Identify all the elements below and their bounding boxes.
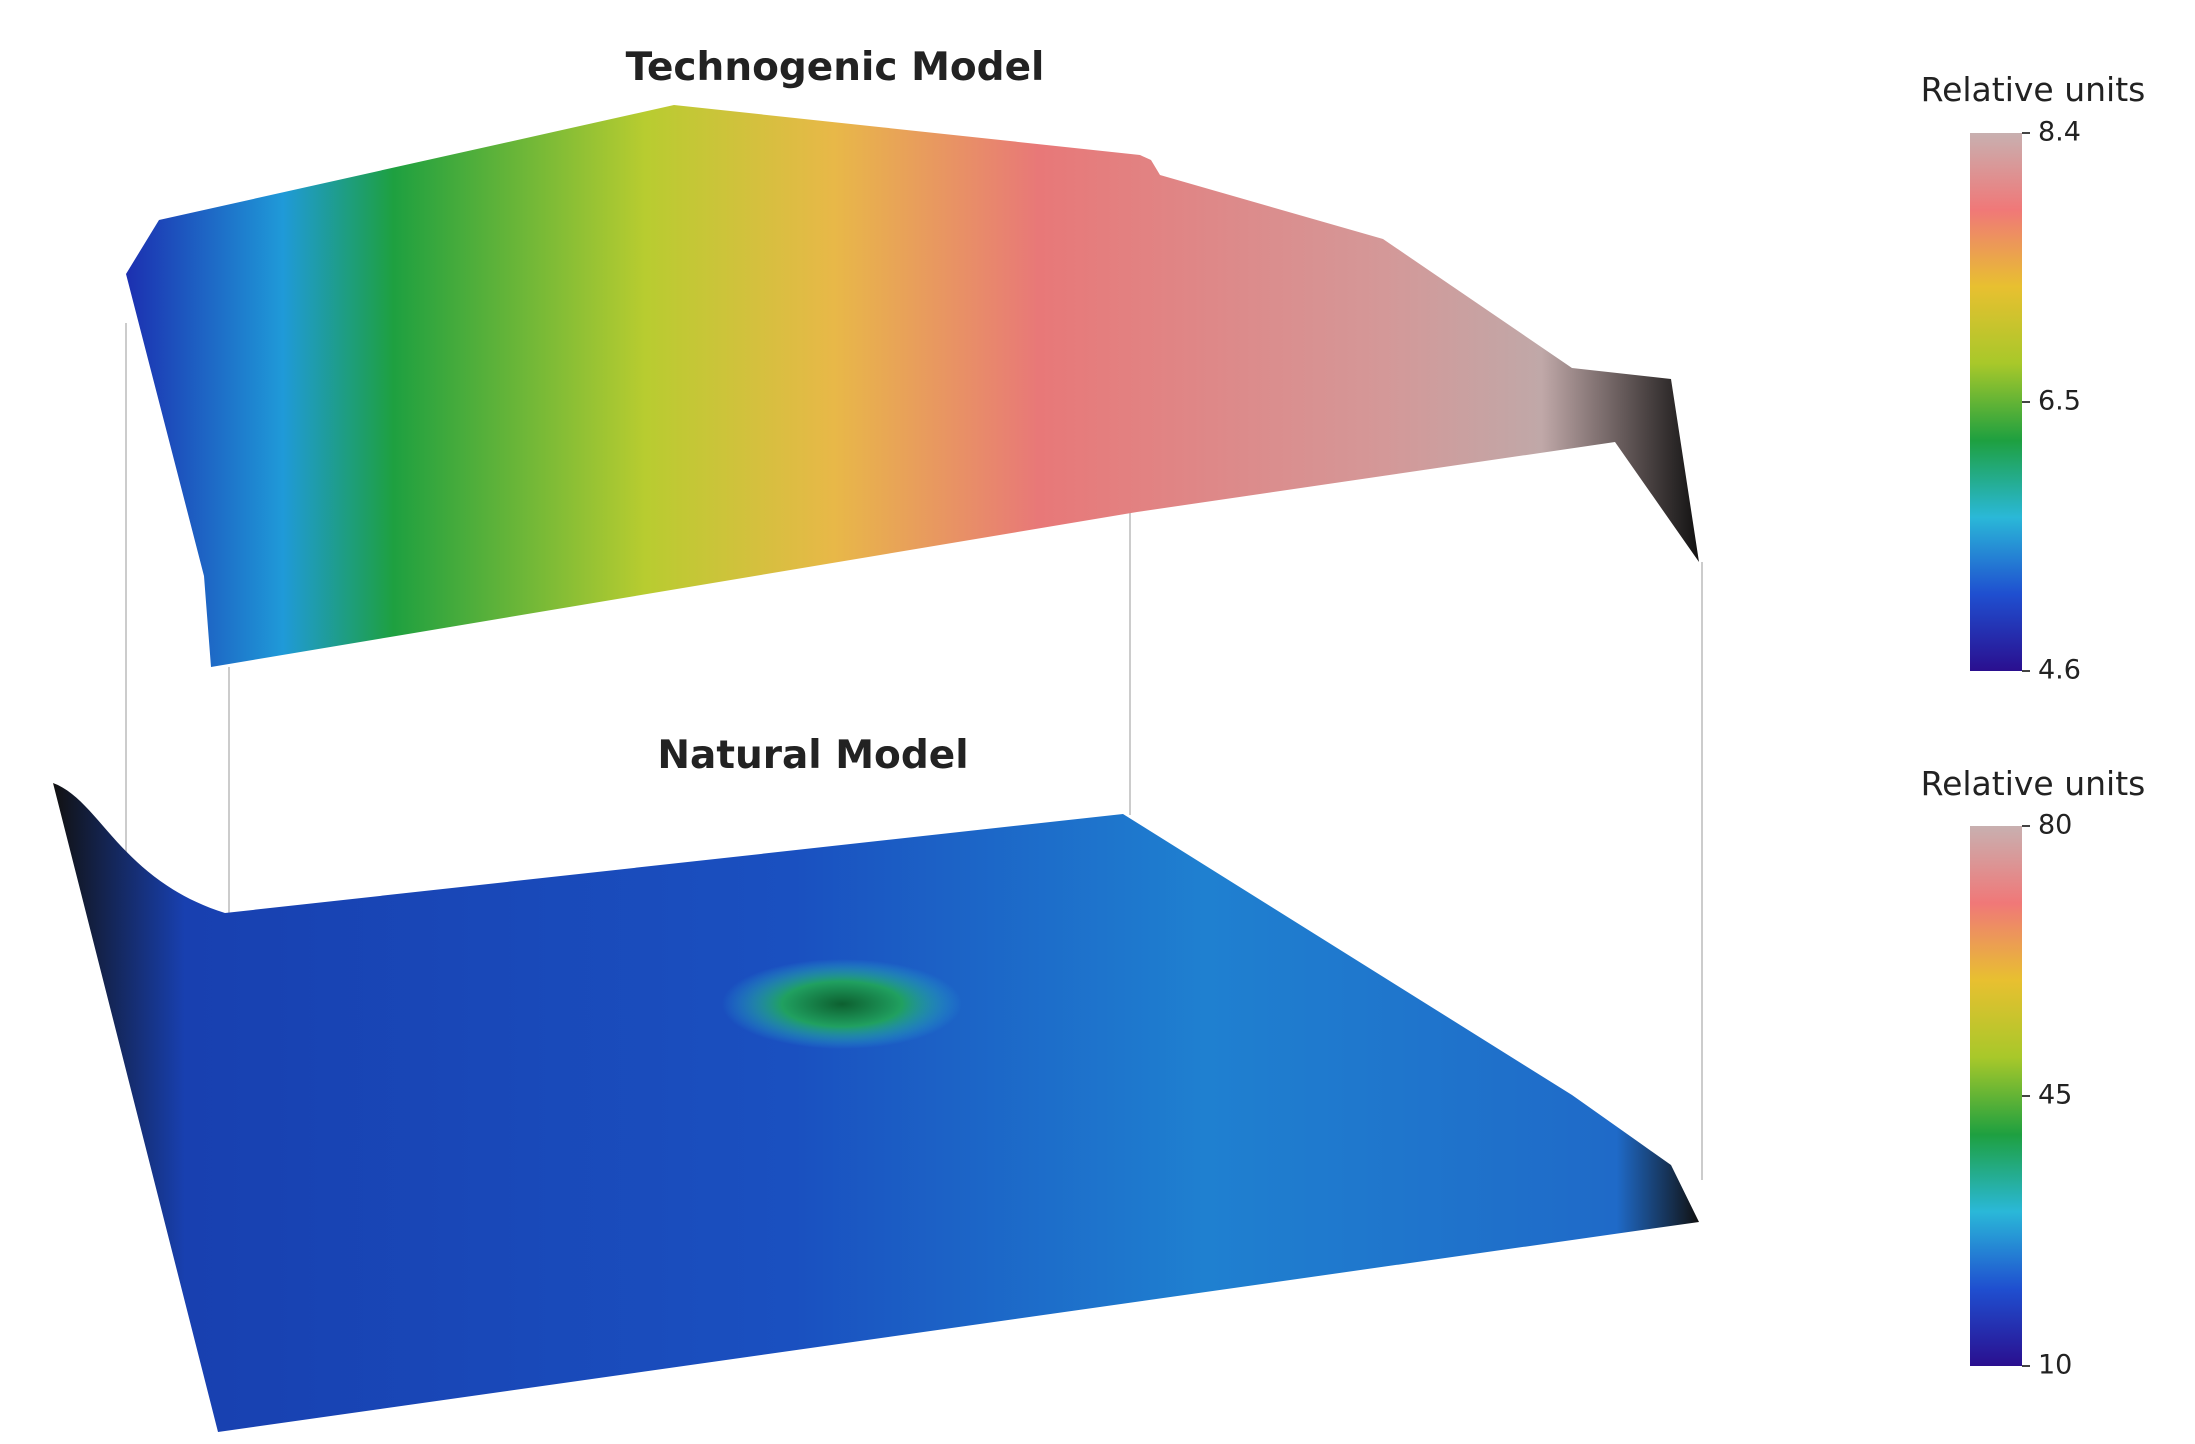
chart-title: Natural Model [657, 733, 968, 778]
tick-label: 6.5 [2038, 386, 2081, 417]
tick-label: 8.4 [2038, 117, 2081, 148]
tick-label: 80 [2038, 810, 2072, 841]
colorbar-scale [1970, 826, 2022, 1366]
colorbar: Relative units 80 45 10 [1921, 764, 2146, 1381]
colorbar-title: Relative units [1921, 70, 2146, 109]
chart-title: Technogenic Model [626, 45, 1045, 90]
colorbar-title: Relative units [1921, 764, 2146, 803]
technogenic-surface [126, 105, 1699, 667]
tick-label: 10 [2038, 1350, 2072, 1381]
natural-surface [53, 783, 1699, 1432]
colorbar-scale [1970, 133, 2022, 671]
colorbar: Relative units 8.4 6.5 4.6 [1921, 70, 2146, 686]
natural-feature [722, 959, 962, 1049]
tick-label: 4.6 [2038, 655, 2081, 686]
tick-label: 45 [2038, 1080, 2072, 1111]
